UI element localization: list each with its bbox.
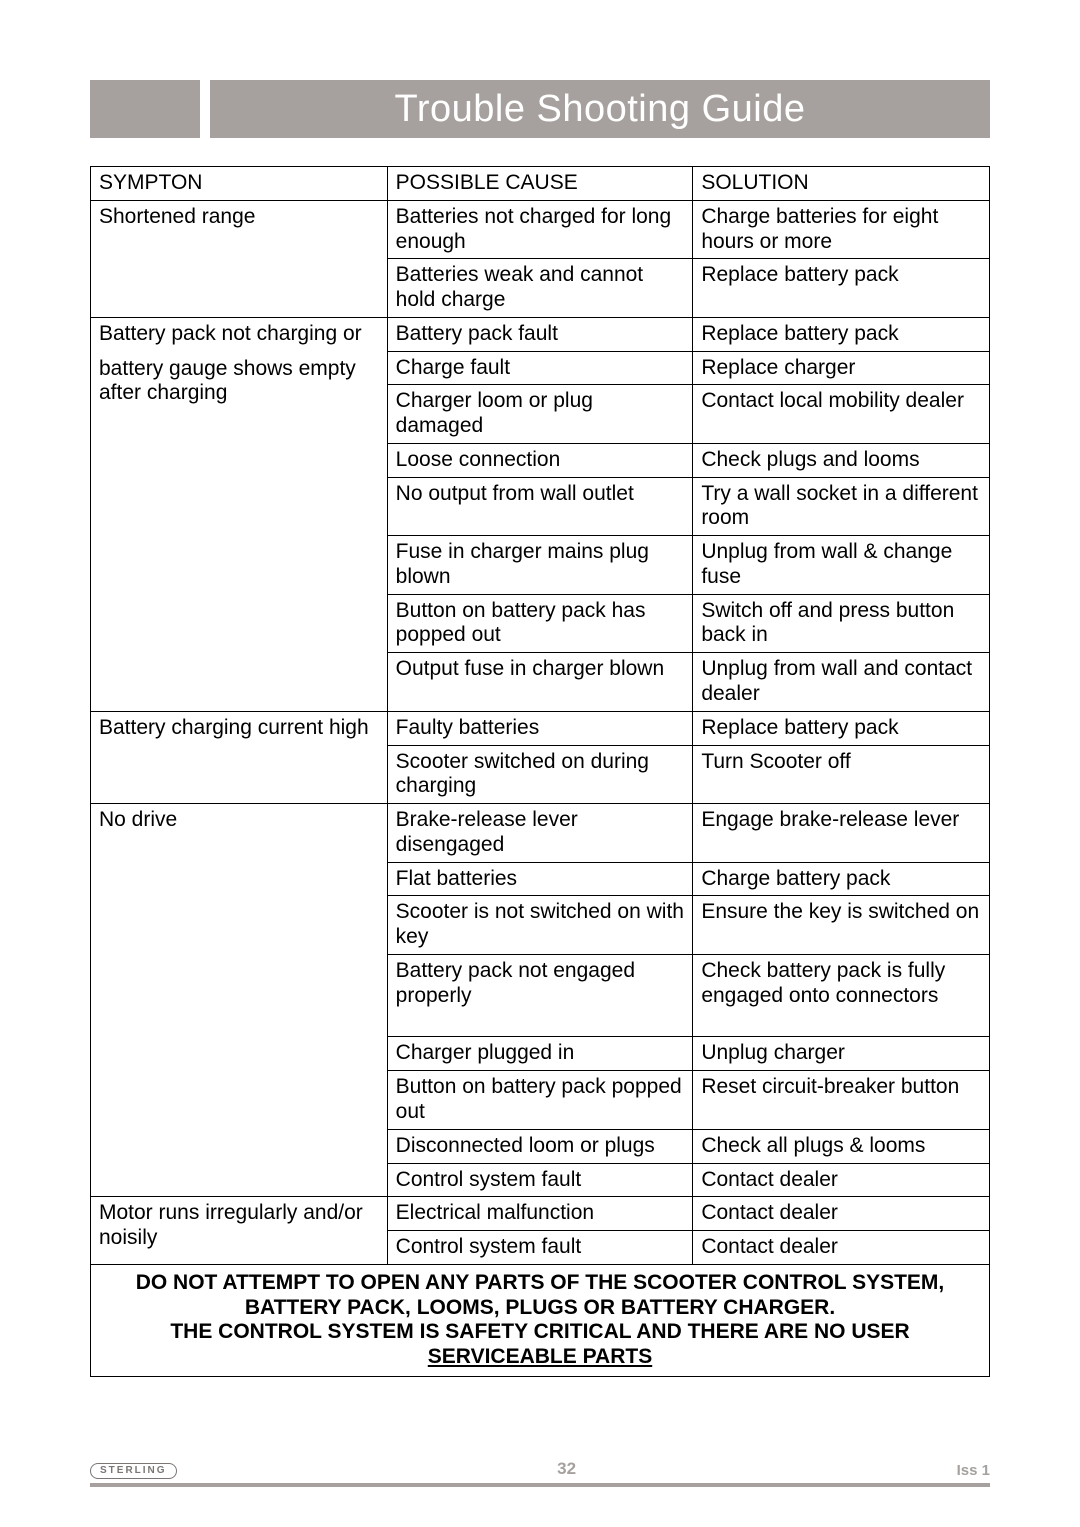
- title-accent-block: [90, 80, 200, 138]
- symptom-cell: Battery charging current high: [91, 711, 388, 803]
- cause-cell: Disconnected loom or plugs: [387, 1129, 693, 1163]
- solution-cell: Try a wall socket in a different room: [693, 477, 990, 536]
- solution-cell: Check all plugs & looms: [693, 1129, 990, 1163]
- cause-cell: Brake-release lever disengaged: [387, 804, 693, 863]
- table-row: Motor runs irregularly and/or noisilyEle…: [91, 1197, 990, 1231]
- solution-cell: Contact dealer: [693, 1197, 990, 1231]
- cause-cell: Batteries not charged for long enough: [387, 200, 693, 259]
- solution-cell: Replace battery pack: [693, 711, 990, 745]
- cause-cell: Faulty batteries: [387, 711, 693, 745]
- solution-cell: Ensure the key is switched on: [693, 896, 990, 955]
- header-symptom: SYMPTON: [91, 167, 388, 201]
- table-header-row: SYMPTON POSSIBLE CAUSE SOLUTION: [91, 167, 990, 201]
- cause-cell: Button on battery pack has popped out: [387, 594, 693, 653]
- cause-cell: Loose connection: [387, 443, 693, 477]
- cause-cell: Fuse in charger mains plug blown: [387, 536, 693, 595]
- cause-cell: Scooter switched on during charging: [387, 745, 693, 804]
- solution-cell: Contact dealer: [693, 1231, 990, 1265]
- title-main-block: Trouble Shooting Guide: [210, 80, 990, 138]
- cause-cell: Charger plugged in: [387, 1037, 693, 1071]
- cause-cell: Output fuse in charger blown: [387, 653, 693, 712]
- solution-cell: Replace battery pack: [693, 317, 990, 351]
- solution-cell: Unplug charger: [693, 1037, 990, 1071]
- solution-cell: Reset circuit-breaker button: [693, 1071, 990, 1130]
- solution-cell: Contact dealer: [693, 1163, 990, 1197]
- solution-cell: Switch off and press button back in: [693, 594, 990, 653]
- solution-cell: Unplug from wall and contact dealer: [693, 653, 990, 712]
- table-row: Battery pack not charging orbattery gaug…: [91, 317, 990, 351]
- solution-cell: Charge battery pack: [693, 862, 990, 896]
- symptom-text: Battery pack not charging or: [99, 322, 362, 345]
- solution-cell: Turn Scooter off: [693, 745, 990, 804]
- symptom-cell: Shortened range: [91, 200, 388, 317]
- table-row: No driveBrake-release lever disengagedEn…: [91, 804, 990, 863]
- brand-logo: STERLING: [90, 1463, 177, 1479]
- warning-row: DO NOT ATTEMPT TO OPEN ANY PARTS OF THE …: [91, 1264, 990, 1376]
- solution-cell: Charge batteries for eight hours or more: [693, 200, 990, 259]
- solution-cell: Replace battery pack: [693, 259, 990, 318]
- solution-cell: Unplug from wall & change fuse: [693, 536, 990, 595]
- title-bar: Trouble Shooting Guide: [90, 80, 990, 138]
- solution-cell: Contact local mobility dealer: [693, 385, 990, 444]
- page-number: 32: [557, 1459, 576, 1479]
- cause-cell: Scooter is not switched on with key: [387, 896, 693, 955]
- header-cause: POSSIBLE CAUSE: [387, 167, 693, 201]
- solution-cell: Engage brake-release lever: [693, 804, 990, 863]
- page-footer: STERLING 32 Iss 1: [90, 1459, 990, 1487]
- cause-cell: Battery pack fault: [387, 317, 693, 351]
- solution-cell: Replace charger: [693, 351, 990, 385]
- cause-cell: Electrical malfunction: [387, 1197, 693, 1231]
- cause-cell: Batteries weak and cannot hold charge: [387, 259, 693, 318]
- symptom-cell: No drive: [91, 804, 388, 1197]
- solution-cell: Check plugs and looms: [693, 443, 990, 477]
- solution-cell: Check battery pack is fully engaged onto…: [693, 954, 990, 1037]
- header-solution: SOLUTION: [693, 167, 990, 201]
- footer-divider: [90, 1483, 990, 1487]
- symptom-cell: Battery pack not charging or battery gaug…: [91, 317, 388, 711]
- cause-cell: Control system fault: [387, 1163, 693, 1197]
- cause-cell: Charger loom or plug damaged: [387, 385, 693, 444]
- troubleshooting-table: SYMPTON POSSIBLE CAUSE SOLUTION Shortene…: [90, 166, 990, 1377]
- page: Trouble Shooting Guide SYMPTON POSSIBLE …: [0, 0, 1080, 1527]
- cause-cell: No output from wall outlet: [387, 477, 693, 536]
- cause-cell: Flat batteries: [387, 862, 693, 896]
- cause-cell: Battery pack not engaged properly: [387, 954, 693, 1037]
- cause-cell: Control system fault: [387, 1231, 693, 1265]
- table-row: Shortened rangeBatteries not charged for…: [91, 200, 990, 259]
- cause-cell: Button on battery pack popped out: [387, 1071, 693, 1130]
- symptom-text: battery gauge shows empty after charging: [99, 357, 356, 405]
- cause-cell: Charge fault: [387, 351, 693, 385]
- warning-cell: DO NOT ATTEMPT TO OPEN ANY PARTS OF THE …: [91, 1264, 990, 1376]
- symptom-cell: Motor runs irregularly and/or noisily: [91, 1197, 388, 1265]
- page-title: Trouble Shooting Guide: [395, 88, 806, 131]
- table-row: Battery charging current highFaulty batt…: [91, 711, 990, 745]
- issue-label: Iss 1: [957, 1462, 990, 1479]
